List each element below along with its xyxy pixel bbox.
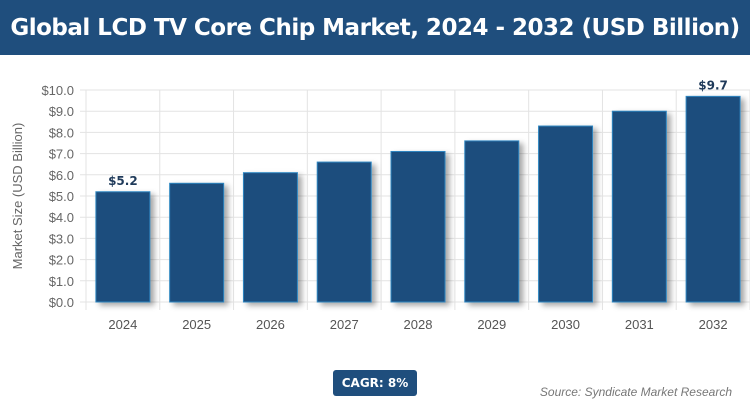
y-tick-label: $1.0 bbox=[49, 274, 74, 289]
x-tick-label: 2024 bbox=[108, 317, 137, 332]
y-tick-label: $6.0 bbox=[49, 168, 74, 183]
y-tick-label: $2.0 bbox=[49, 253, 74, 268]
source-note: Source: Syndicate Market Research bbox=[539, 385, 732, 399]
x-tick-label: 2030 bbox=[551, 317, 580, 332]
data-label: $5.2 bbox=[108, 174, 138, 188]
bar-2028 bbox=[390, 150, 446, 303]
data-label: $9.7 bbox=[698, 78, 728, 92]
x-tick-label: 2032 bbox=[699, 317, 728, 332]
x-tick-label: 2028 bbox=[404, 317, 433, 332]
bar-2030 bbox=[538, 125, 594, 303]
bar-2027 bbox=[316, 161, 372, 303]
bar-2029 bbox=[464, 140, 520, 303]
x-tick-label: 2025 bbox=[182, 317, 211, 332]
x-tick-label: 2027 bbox=[330, 317, 359, 332]
cagr-badge: CAGR: 8% bbox=[333, 370, 417, 396]
y-tick-label: $9.0 bbox=[49, 104, 74, 119]
y-tick-label: $10.0 bbox=[41, 83, 74, 98]
y-tick-label: $8.0 bbox=[49, 125, 74, 140]
bar-2024 bbox=[95, 191, 151, 303]
bar-2026 bbox=[242, 172, 298, 303]
y-tick-label: $7.0 bbox=[49, 147, 74, 162]
x-tick-label: 2031 bbox=[625, 317, 654, 332]
x-tick-label: 2029 bbox=[477, 317, 506, 332]
y-axis-label: Market Size (USD Billion) bbox=[10, 123, 25, 270]
bar-2032 bbox=[685, 95, 741, 303]
y-tick-label: $0.0 bbox=[49, 295, 74, 310]
y-tick-label: $4.0 bbox=[49, 210, 74, 225]
bar-2031 bbox=[611, 110, 667, 303]
bar-2025 bbox=[169, 182, 225, 303]
y-tick-label: $5.0 bbox=[49, 189, 74, 204]
chart-title: Global LCD TV Core Chip Market, 2024 - 2… bbox=[0, 0, 750, 55]
x-tick-label: 2026 bbox=[256, 317, 285, 332]
y-tick-label: $3.0 bbox=[49, 231, 74, 246]
